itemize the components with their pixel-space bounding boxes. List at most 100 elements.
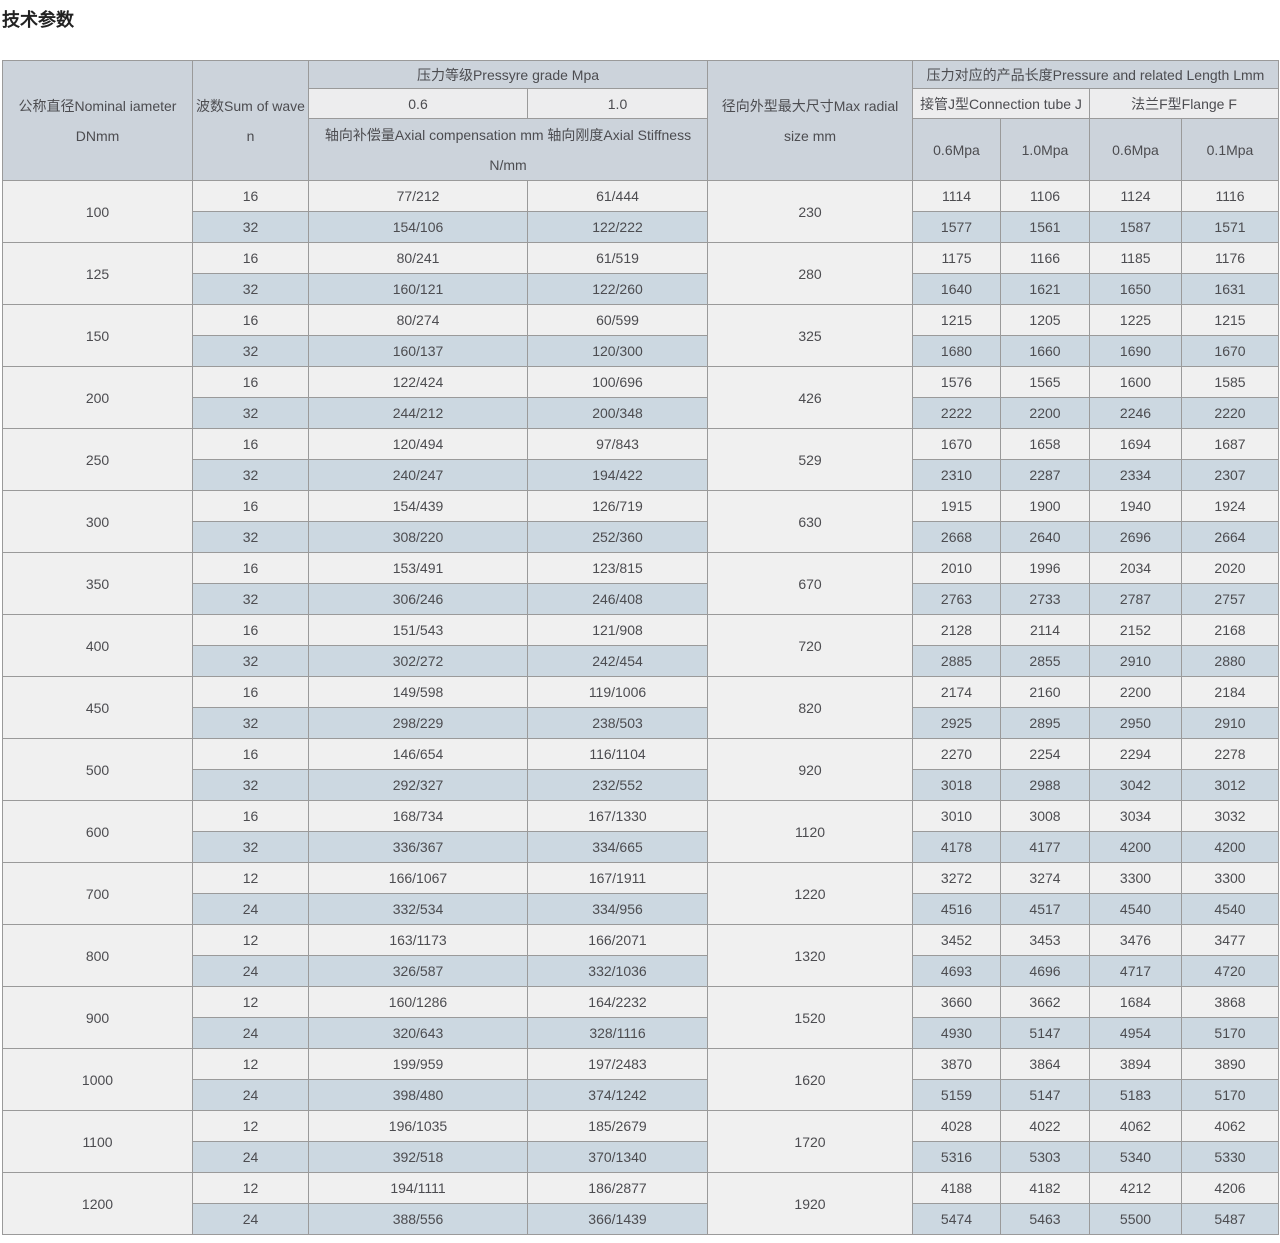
cell-length-tube-0-6: 1215 <box>912 304 1001 336</box>
table-row: 350 16 153/491 123/815 670 2010 1996 2034 2020 <box>2 552 1279 615</box>
cell-length-tube-1-0: 4177 <box>1000 831 1090 863</box>
cell-axial-0-6: 292/327 <box>308 769 528 801</box>
header-row-2: 0.6 1.0 接管J型Connection tube J 法兰F型Flange… <box>3 88 1279 119</box>
cell-length-tube-0-6: 3452 <box>912 924 1001 956</box>
header-axial-note: 轴向补偿量Axial compensation mm 轴向刚度Axial Sti… <box>308 118 708 181</box>
cell-wave-count: 32 <box>192 459 309 491</box>
cell-length-tube-1-0: 2160 <box>1000 676 1090 708</box>
cell-length-tube-1-0: 1660 <box>1000 335 1090 367</box>
cell-length-tube-0-6: 1670 <box>912 428 1001 460</box>
table-row: 24 320/643 328/1116 4930 5147 4954 5170 <box>3 1017 1279 1049</box>
cell-length-flange-0-1: 1571 <box>1181 211 1279 243</box>
cell-axial-0-6: 151/543 <box>308 614 528 646</box>
table-row: 800 12 163/1173 166/2071 1320 3452 3453 3476 347… <box>2 924 1279 987</box>
cell-length-flange-0-1: 3477 <box>1181 924 1279 956</box>
cell-length-flange-0-1: 1215 <box>1181 304 1279 336</box>
cell-axial-0-6: 398/480 <box>308 1079 528 1111</box>
cell-axial-0-6: 77/212 <box>308 180 528 212</box>
cell-wave-count: 32 <box>192 831 309 863</box>
cell-length-tube-1-0: 1900 <box>1000 490 1090 522</box>
cell-length-tube-0-6: 2925 <box>912 707 1001 739</box>
cell-length-flange-0-1: 4062 <box>1181 1110 1279 1142</box>
cell-length-flange-0-6: 2152 <box>1089 614 1182 646</box>
cell-length-tube-0-6: 4178 <box>912 831 1001 863</box>
cell-axial-0-6: 196/1035 <box>308 1110 528 1142</box>
cell-radial: 426 <box>707 366 913 429</box>
header-axial-note-line1: 轴向补偿量Axial compensation mm 轴向刚度Axial Sti… <box>324 126 692 143</box>
cell-length-tube-0-6: 4516 <box>912 893 1001 925</box>
cell-radial: 1920 <box>707 1172 913 1235</box>
cell-length-tube-1-0: 2988 <box>1000 769 1090 801</box>
cell-axial-0-6: 163/1173 <box>308 924 528 956</box>
cell-length-tube-1-0: 2114 <box>1000 614 1090 646</box>
cell-radial: 325 <box>707 304 913 367</box>
cell-length-tube-0-6: 1175 <box>912 242 1001 274</box>
table-row: 1200 12 194/1111 186/2877 1920 4188 4182 4212 42… <box>2 1172 1279 1235</box>
cell-length-flange-0-6: 3300 <box>1089 862 1182 894</box>
cell-length-tube-1-0: 5147 <box>1000 1079 1090 1111</box>
cell-wave-count: 16 <box>192 428 309 460</box>
cell-radial: 920 <box>707 738 913 801</box>
cell-length-tube-0-6: 5159 <box>912 1079 1001 1111</box>
cell-dn: 400 <box>2 614 193 677</box>
cell-wave-count: 12 <box>192 1172 309 1204</box>
table-row: 400 16 151/543 121/908 720 2128 2114 2152 2168 <box>2 614 1279 677</box>
cell-length-tube-1-0: 1565 <box>1000 366 1090 398</box>
cell-length-tube-0-6: 1576 <box>912 366 1001 398</box>
cell-axial-1-0: 166/2071 <box>527 924 708 956</box>
header-wave-count-line2: n <box>246 127 255 144</box>
header-nominal-diameter-line2: DNmm <box>75 127 120 144</box>
header-wave-count-line1: 波数Sum of wave <box>196 97 305 114</box>
cell-length-flange-0-6: 2334 <box>1089 459 1182 491</box>
cell-length-flange-0-6: 3034 <box>1089 800 1182 832</box>
cell-dn: 450 <box>2 676 193 739</box>
cell-axial-1-0: 374/1242 <box>527 1079 708 1111</box>
header-connection-tube-group: 接管J型Connection tube J <box>912 88 1090 119</box>
cell-axial-0-6: 160/137 <box>308 335 528 367</box>
cell-length-tube-1-0: 5147 <box>1000 1017 1090 1049</box>
cell-wave-count: 16 <box>192 552 309 584</box>
cell-length-flange-0-6: 4200 <box>1089 831 1182 863</box>
cell-length-tube-1-0: 1621 <box>1000 273 1090 305</box>
cell-wave-count: 16 <box>192 304 309 336</box>
cell-length-flange-0-1: 4206 <box>1181 1172 1279 1204</box>
cell-axial-1-0: 97/843 <box>527 428 708 460</box>
cell-length-tube-1-0: 3453 <box>1000 924 1090 956</box>
cell-radial: 1320 <box>707 924 913 987</box>
table-row: 1100 12 196/1035 185/2679 1720 4028 4022 4062 40… <box>2 1110 1279 1173</box>
cell-length-tube-0-6: 4930 <box>912 1017 1001 1049</box>
cell-dn: 500 <box>2 738 193 801</box>
cell-axial-1-0: 197/2483 <box>527 1048 708 1080</box>
cell-length-flange-0-6: 1694 <box>1089 428 1182 460</box>
cell-length-flange-0-6: 1684 <box>1089 986 1182 1018</box>
cell-length-tube-0-6: 4188 <box>912 1172 1001 1204</box>
cell-length-flange-0-1: 3300 <box>1181 862 1279 894</box>
cell-length-flange-0-6: 1600 <box>1089 366 1182 398</box>
cell-length-flange-0-6: 4062 <box>1089 1110 1182 1142</box>
header-max-radial-size: 径向外型最大尺寸Max radial size mm <box>707 60 913 181</box>
cell-axial-1-0: 370/1340 <box>527 1141 708 1173</box>
cell-length-flange-0-6: 2787 <box>1089 583 1182 615</box>
cell-axial-1-0: 167/1911 <box>527 862 708 894</box>
header-tube-0-6mpa: 0.6Mpa <box>912 118 1001 181</box>
cell-length-flange-0-1: 2184 <box>1181 676 1279 708</box>
cell-wave-count: 12 <box>192 924 309 956</box>
cell-wave-count: 24 <box>192 1017 309 1049</box>
header-flange-group: 法兰F型Flange F <box>1089 88 1279 119</box>
cell-axial-0-6: 154/439 <box>308 490 528 522</box>
cell-axial-1-0: 123/815 <box>527 552 708 584</box>
table-row: 32 240/247 194/422 2310 2287 2334 2307 <box>3 459 1279 491</box>
cell-axial-0-6: 166/1067 <box>308 862 528 894</box>
cell-length-tube-1-0: 5303 <box>1000 1141 1090 1173</box>
cell-length-flange-0-6: 1650 <box>1089 273 1182 305</box>
header-nominal-diameter: 公称直径Nominal iameter DNmm <box>2 60 193 181</box>
cell-radial: 1520 <box>707 986 913 1049</box>
cell-wave-count: 24 <box>192 955 309 987</box>
cell-wave-count: 24 <box>192 1141 309 1173</box>
header-max-radial-size-line2: size mm <box>783 127 837 144</box>
cell-radial: 1120 <box>707 800 913 863</box>
table-row: 24 332/534 334/956 4516 4517 4540 4540 <box>3 893 1279 925</box>
cell-length-flange-0-6: 1587 <box>1089 211 1182 243</box>
cell-length-tube-1-0: 4517 <box>1000 893 1090 925</box>
cell-axial-1-0: 121/908 <box>527 614 708 646</box>
